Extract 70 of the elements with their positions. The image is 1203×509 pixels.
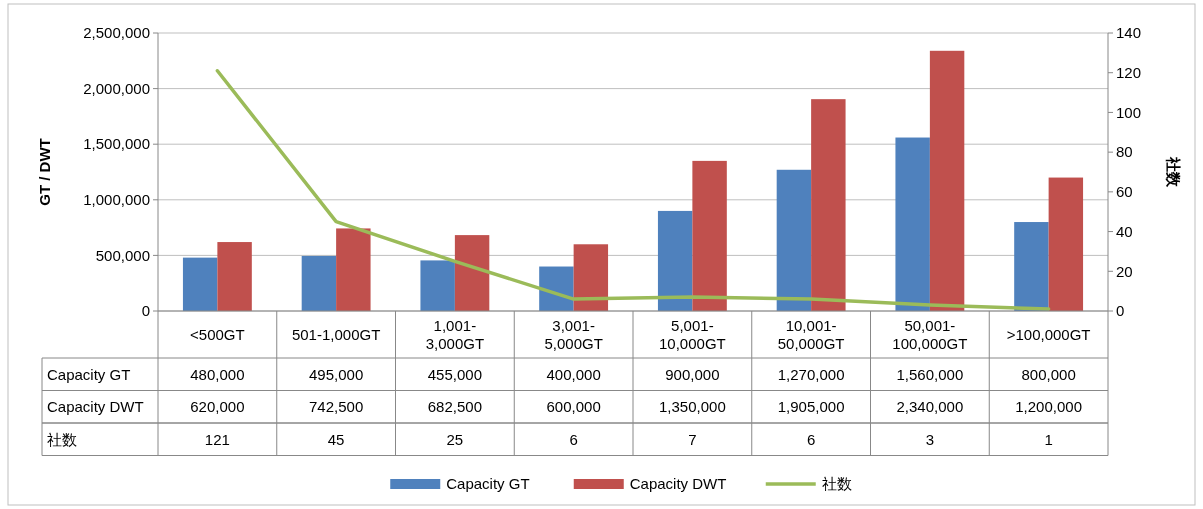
- x-tick-label: 501-1,000GT: [291, 325, 381, 343]
- data-label: 1: [1044, 430, 1053, 448]
- y2-tick-label: 40: [1116, 222, 1133, 240]
- data-label: 1,270,000: [777, 365, 845, 383]
- bar: [657, 210, 693, 311]
- data-label: 7: [688, 430, 697, 448]
- data-label: 800,000: [1021, 365, 1076, 383]
- data-label: 682,500: [427, 398, 482, 415]
- text: Capacity DWT: [47, 398, 144, 415]
- text: 社数: [47, 430, 77, 448]
- y-tick-label: 0: [141, 302, 150, 320]
- x-tick-label: 5,001-10,000GT: [659, 316, 726, 352]
- bar: [454, 235, 490, 311]
- y-tick-label: 1,500,000: [83, 135, 150, 153]
- y-axis-title: GT / DWT: [36, 138, 53, 206]
- bar: [929, 50, 965, 311]
- bar: [895, 137, 930, 311]
- x-tick-label: 3,001-5,000GT: [544, 316, 603, 352]
- data-label: 1,905,000: [777, 398, 845, 415]
- y2-tick-label: 60: [1116, 183, 1133, 201]
- bar: [217, 242, 252, 311]
- y2-tick-label: 0: [1116, 302, 1125, 320]
- x-tick-label: 1,001-3,000GT: [425, 316, 485, 352]
- data-label: 900,000: [665, 365, 720, 383]
- bar: [182, 257, 218, 311]
- data-label: 6: [569, 430, 578, 448]
- data-label: 455,000: [427, 365, 482, 383]
- bar: [776, 169, 812, 311]
- y2-tick-label: 120: [1116, 63, 1142, 81]
- x-tick-label: <500GT: [190, 325, 245, 343]
- x-tick-label: 50,001-100,000GT: [892, 316, 968, 352]
- data-label: 45: [327, 430, 345, 448]
- y-tick-label: 2,500,000: [83, 24, 150, 42]
- data-label: 620,000: [190, 398, 245, 415]
- x-tick-label: 10,001-50,000GT: [777, 316, 845, 352]
- data-label: 1,350,000: [659, 398, 726, 415]
- bar: [336, 228, 371, 311]
- bar: [301, 255, 337, 311]
- data-label: 742,500: [309, 398, 364, 415]
- legend-label: 社数: [821, 475, 852, 493]
- bar: [1048, 177, 1084, 311]
- line-series: [215, 68, 1051, 311]
- y2-tick-label: 100: [1116, 103, 1142, 121]
- data-label: 6: [806, 430, 816, 448]
- data-label: 25: [446, 430, 464, 448]
- legend-label: Capacity DWT: [629, 475, 727, 493]
- bar: [539, 266, 574, 311]
- bar: [420, 260, 455, 311]
- text: Capacity GT: [47, 365, 131, 383]
- y2-tick-label: 20: [1116, 262, 1133, 280]
- data-label: 600,000: [546, 398, 601, 415]
- data-label: 121: [204, 430, 230, 448]
- bar: [811, 99, 846, 311]
- y-tick-label: 500,000: [95, 246, 150, 264]
- y2-tick-label: 80: [1116, 143, 1133, 161]
- data-label: 1,560,000: [896, 365, 964, 383]
- bar: [573, 244, 609, 311]
- y2-tick-label: 140: [1116, 24, 1142, 42]
- bar: [692, 160, 727, 311]
- y2-axis-title: 社数: [1165, 156, 1182, 188]
- data-label: 1,200,000: [1015, 398, 1082, 415]
- data-label: 400,000: [546, 365, 601, 383]
- legend-label: Capacity GT: [446, 475, 530, 493]
- y-tick-label: 2,000,000: [83, 79, 150, 97]
- x-tick-label: >100,000GT: [1006, 325, 1091, 343]
- data-label: 2,340,000: [896, 398, 964, 415]
- data-label: 3: [925, 430, 935, 448]
- data-label: 495,000: [309, 365, 364, 383]
- data-label: 480,000: [190, 365, 245, 383]
- y-tick-label: 1,000,000: [83, 191, 150, 209]
